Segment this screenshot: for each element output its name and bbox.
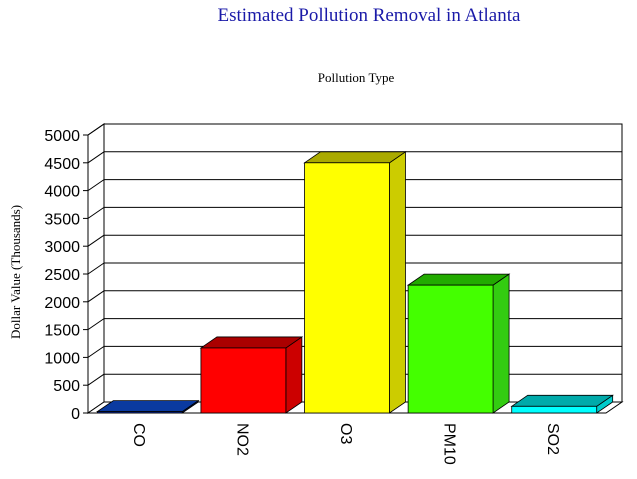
y-tick-label: 5000 — [44, 128, 80, 145]
y-tick-label: 2500 — [44, 267, 80, 284]
x-tick-label-no2: NO2 — [233, 423, 250, 456]
bar-side-o3 — [389, 151, 406, 414]
gridline-side — [87, 262, 105, 275]
y-tick-label: 4500 — [44, 156, 80, 173]
bar-top-no2 — [199, 336, 304, 349]
gridline-side — [87, 290, 105, 303]
y-tick-label: 2000 — [44, 295, 80, 312]
bar-side-no2 — [285, 336, 303, 414]
bar-top-o3 — [303, 151, 407, 164]
x-tick-label-pm10: PM10 — [441, 423, 458, 465]
bar-top-pm10 — [406, 273, 511, 286]
y-tick-label: 4000 — [44, 184, 80, 201]
gridline-side — [87, 318, 105, 331]
gridline-side — [87, 345, 105, 358]
bar-co — [96, 411, 183, 414]
y-tick-label: 1500 — [44, 323, 80, 340]
bar-top-so2 — [510, 394, 614, 407]
y-tick-label: 3000 — [44, 239, 80, 256]
bar-side-pm10 — [492, 273, 510, 414]
bar-o3 — [304, 162, 390, 414]
x-tick-label-so2: SO2 — [544, 423, 561, 455]
x-tick-label-co: CO — [130, 423, 147, 447]
chart-title: Estimated Pollution Removal in Atlanta — [218, 5, 521, 26]
plot-area: 0 500 1000 1500 2000 2500 3000 3500 4000 4500 5000… — [44, 123, 624, 465]
bar-top-co — [96, 400, 200, 413]
chart-subtitle: Pollution Type — [318, 70, 395, 85]
gridline-side — [87, 179, 105, 192]
bar-no2 — [200, 347, 287, 414]
gridline-side — [87, 151, 105, 164]
gridline-side — [87, 234, 105, 247]
bar-so2 — [511, 405, 598, 414]
bar-pm10 — [407, 284, 494, 414]
gridline-side — [87, 206, 105, 219]
y-tick-label: 0 — [71, 406, 80, 423]
y-tick-label: 1000 — [44, 350, 80, 367]
y-tick-label: 3500 — [44, 211, 80, 228]
gridline-side — [87, 373, 105, 386]
x-tick-label-o3: O3 — [337, 423, 354, 444]
y-axis-label: Dollar Value (Thousands) — [8, 205, 23, 339]
y-tick-label: 500 — [53, 378, 80, 395]
gridline-side — [87, 123, 105, 136]
